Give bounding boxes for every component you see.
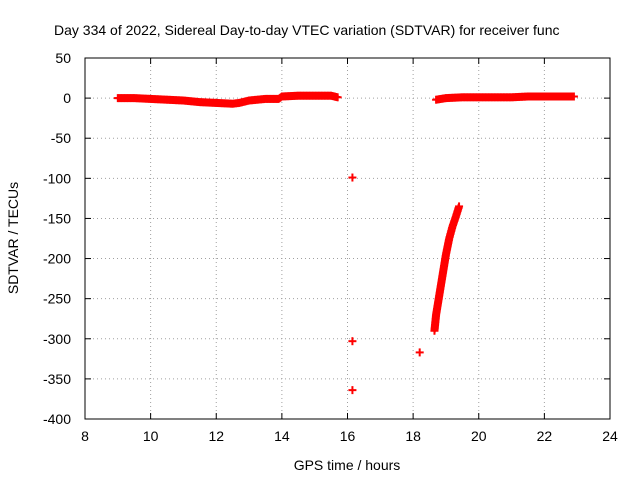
y-tick-label: 50 [55,50,71,66]
y-tick-label: -300 [43,331,71,347]
y-tick-label: -400 [43,411,71,427]
y-tick-label: -250 [43,291,71,307]
grid [85,58,610,419]
data-series [113,91,578,395]
data-point [569,92,578,101]
x-tick-label: 10 [143,428,159,444]
y-tick-label: -150 [43,210,71,226]
data-point [348,173,357,182]
x-tick-label: 8 [81,428,89,444]
x-tick-label: 22 [537,428,553,444]
data-point [415,348,424,357]
y-tick-label: -50 [51,130,71,146]
x-tick-label: 12 [208,428,224,444]
x-tick-label: 18 [405,428,421,444]
x-axis-title: GPS time / hours [294,457,401,473]
x-tick-label: 24 [602,428,618,444]
y-tick-label: -350 [43,371,71,387]
x-tick-label: 20 [471,428,487,444]
data-point [348,386,357,395]
chart-title: Day 334 of 2022, Sidereal Day-to-day VTE… [54,22,560,38]
y-axis-title: SDTVAR / TECUs [5,182,21,294]
axis-ticks [84,57,611,420]
tick-labels: 8 10 12 14 16 18 20 22 24 50 0 -50 -100 -150 -200 -250 -… [43,50,618,444]
data-segment [113,91,341,108]
data-segment [430,203,463,335]
data-point [348,337,357,346]
y-tick-label: -100 [43,170,71,186]
x-tick-label: 16 [340,428,356,444]
data-segment [432,92,577,104]
x-tick-label: 14 [274,428,290,444]
y-tick-label: -200 [43,251,71,267]
data-point [333,93,342,102]
y-tick-label: 0 [63,90,71,106]
data-point [455,202,464,211]
